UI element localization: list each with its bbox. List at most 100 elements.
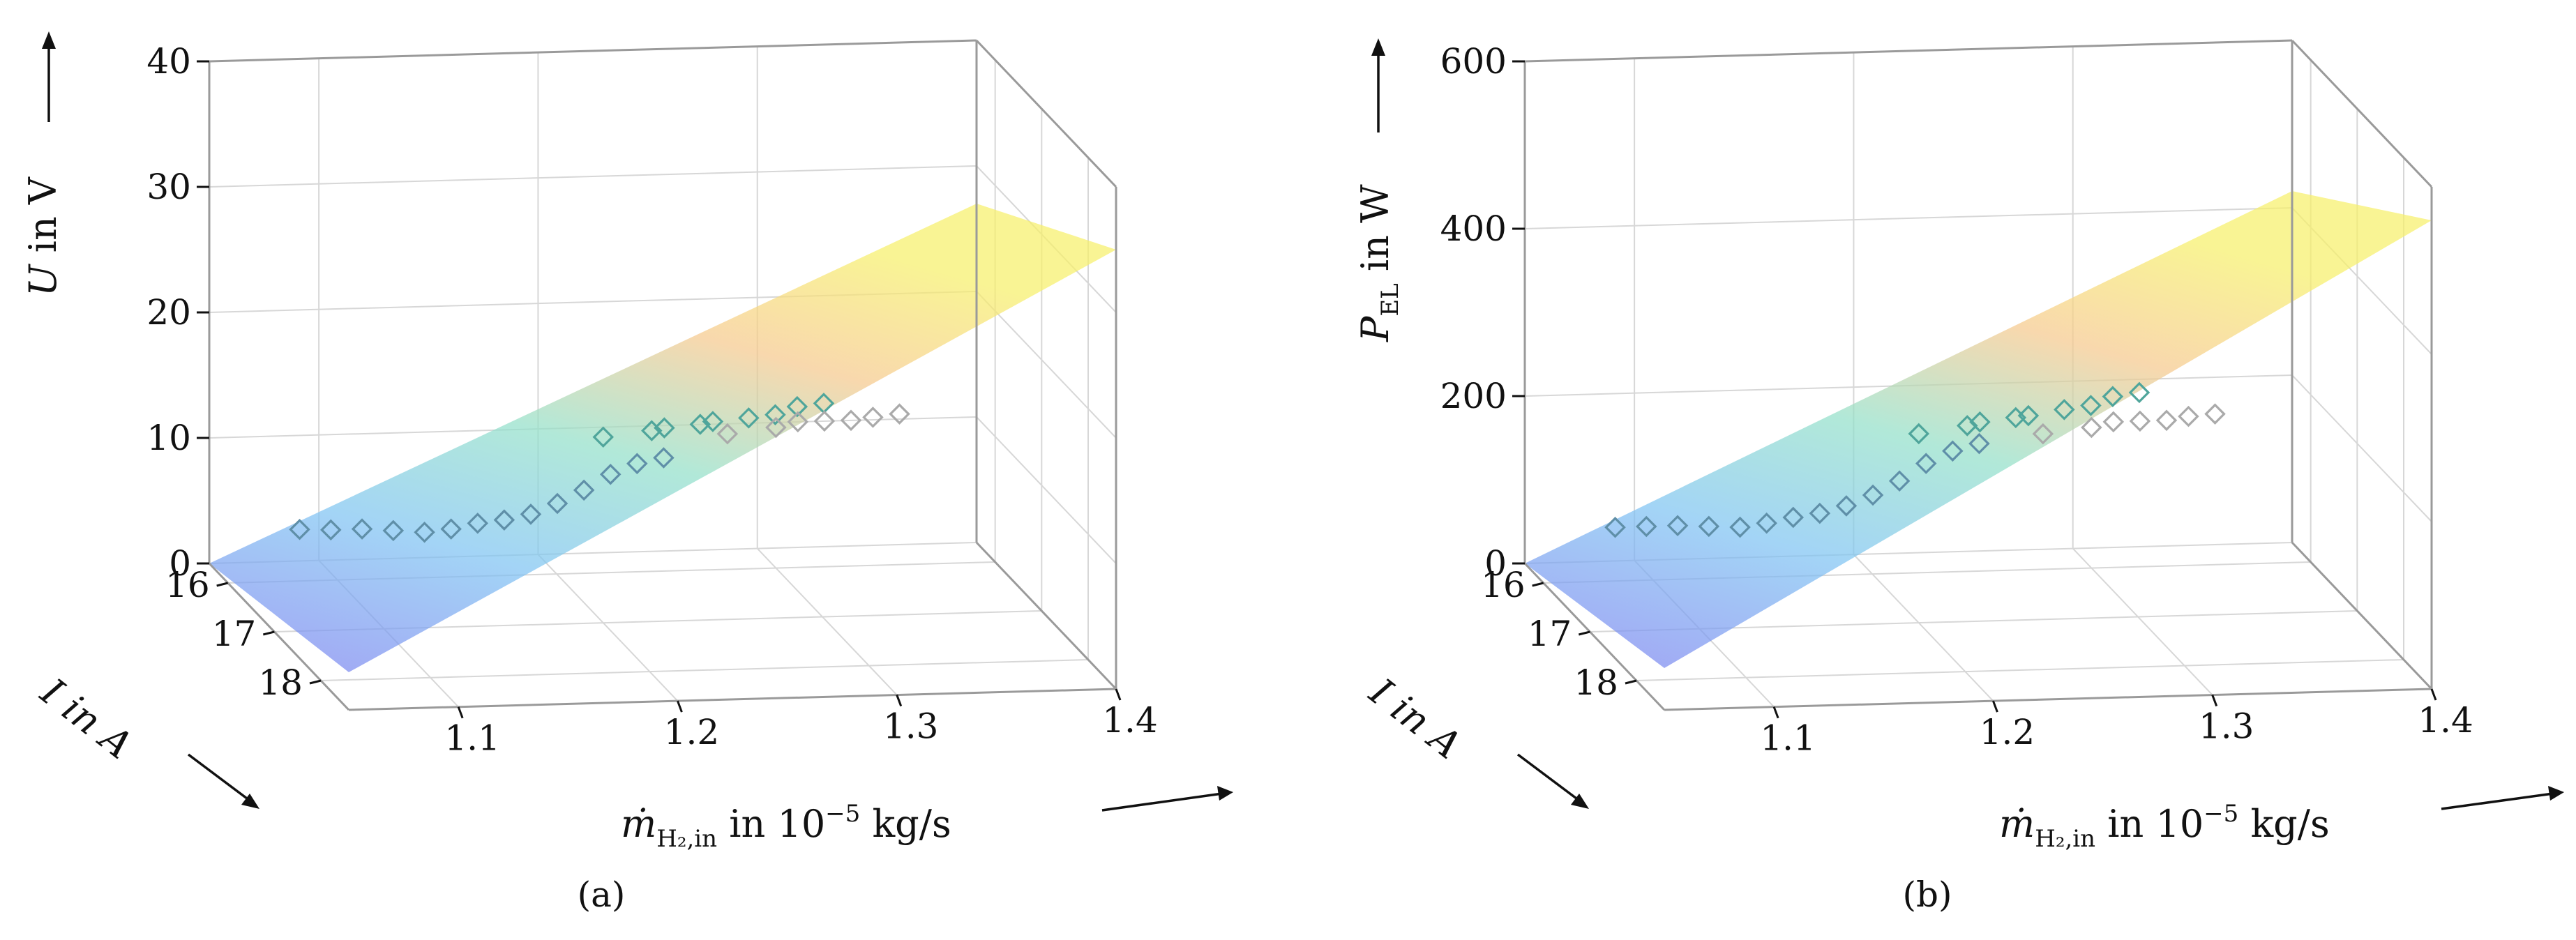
y-axis-label: I in A	[32, 669, 140, 768]
data-point-cluster-3	[2129, 410, 2151, 432]
y-tick-label: 17	[212, 614, 257, 654]
data-point-cluster-3	[889, 403, 910, 425]
data-point-cluster-3	[862, 407, 884, 428]
x-axis-line	[348, 688, 1117, 711]
x-tick-label: 1.4	[1102, 700, 1158, 741]
data-point-cluster-1	[289, 519, 310, 540]
y-tick	[1625, 679, 1637, 685]
x-tick-label: 1.3	[2199, 706, 2254, 747]
x-tick	[677, 700, 683, 713]
grid-line	[320, 659, 1089, 681]
data-point-cluster-1	[440, 518, 462, 540]
data-point-cluster-3	[2032, 423, 2054, 445]
y-tick	[1532, 582, 1544, 587]
y-tick-label: 16	[165, 565, 210, 605]
data-point-cluster-3	[840, 409, 862, 432]
data-point-cluster-1	[1756, 512, 1777, 534]
data-point-cluster-2	[786, 395, 808, 418]
x-tick	[1992, 700, 1998, 713]
data-point-cluster-1	[1729, 516, 1751, 538]
x-tick-label: 1.3	[883, 706, 939, 747]
data-point-cluster-2	[654, 417, 675, 439]
data-point-cluster-1	[1636, 515, 1657, 538]
y-tick-label: 18	[1574, 662, 1618, 703]
data-point-cluster-1	[1782, 506, 1805, 529]
grid-line	[976, 416, 1117, 564]
data-point-cluster-2	[738, 407, 760, 429]
z-tick-label: 200	[1440, 376, 1507, 416]
x-axis-line	[1664, 688, 2432, 711]
data-point-cluster-2	[2102, 386, 2124, 407]
box-edge	[1524, 39, 2293, 63]
data-point-cluster-2	[1957, 415, 1978, 437]
data-point-cluster-2	[2054, 399, 2075, 420]
data-point-cluster-1	[520, 503, 542, 525]
data-point-cluster-1	[351, 518, 373, 540]
grid-line	[976, 291, 1117, 439]
data-point-cluster-1	[1942, 440, 1964, 462]
y-tick-label: 17	[1528, 614, 1572, 654]
data-point-cluster-1	[599, 463, 622, 485]
x-tick-label: 1.1	[444, 718, 500, 759]
x-axis-arrow	[1101, 786, 1233, 812]
x-tick-label: 1.2	[1980, 712, 2035, 752]
data-point-cluster-2	[2080, 395, 2102, 416]
y-tick	[1578, 630, 1590, 636]
x-axis-arrow	[2441, 786, 2564, 810]
data-point-cluster-1	[1888, 470, 1911, 492]
y-tick	[309, 679, 322, 685]
y-tick	[216, 582, 229, 587]
x-tick	[2430, 688, 2437, 701]
data-point-cluster-3	[813, 410, 836, 432]
caption-a: (a)	[578, 874, 626, 915]
data-point-cluster-2	[1969, 411, 1991, 433]
x-tick	[2211, 695, 2218, 707]
data-point-cluster-3	[2081, 416, 2102, 439]
x-axis-label: ṁH₂,in in 10−5 kg/s	[1999, 800, 2330, 853]
z-tick-label: 40	[146, 41, 191, 82]
data-point-cluster-3	[2155, 409, 2178, 432]
axes-box	[1523, 39, 2433, 711]
z-tick-label: 0	[169, 543, 191, 584]
z-tick-label: 30	[146, 167, 191, 207]
grid-line	[537, 554, 679, 702]
y-axis-line	[208, 562, 350, 711]
measurement-points	[289, 393, 910, 543]
data-point-cluster-1	[1809, 502, 1831, 524]
data-point-cluster-3	[2178, 405, 2199, 427]
data-point-cluster-1	[467, 513, 489, 534]
fitted-surface	[209, 204, 1116, 672]
data-point-cluster-1	[1968, 432, 1990, 455]
x-tick	[1115, 688, 1122, 701]
z-axis-label: U in V	[21, 176, 65, 296]
data-point-cluster-3	[765, 416, 787, 439]
grid-line	[1636, 659, 2404, 681]
data-point-cluster-1	[320, 519, 342, 541]
y-tick-label: 16	[1481, 565, 1526, 605]
z-axis-label: PEL in W	[1353, 184, 1404, 342]
x-tick	[896, 695, 903, 707]
data-point-cluster-3	[716, 423, 739, 445]
data-point-cluster-1	[546, 492, 568, 515]
y-axis-label: I in A	[1361, 669, 1469, 768]
y-axis-arrow	[187, 753, 259, 809]
data-point-cluster-2	[592, 426, 615, 448]
data-point-cluster-1	[653, 447, 675, 469]
data-point-cluster-2	[689, 414, 711, 435]
grid-line	[756, 547, 898, 696]
data-point-cluster-2	[641, 420, 663, 441]
data-point-cluster-2	[764, 404, 786, 426]
grid-line	[209, 165, 977, 188]
x-tick-label: 1.2	[664, 712, 720, 752]
data-point-cluster-1	[493, 509, 515, 531]
data-point-cluster-1	[1604, 517, 1626, 538]
grid-line	[1524, 207, 2293, 229]
z-tick-label: 20	[146, 292, 191, 333]
box-edge	[975, 39, 1117, 188]
data-point-cluster-1	[626, 453, 648, 475]
data-point-cluster-1	[1835, 495, 1858, 517]
z-tick-label: 400	[1440, 209, 1507, 249]
data-point-cluster-1	[1698, 515, 1720, 538]
